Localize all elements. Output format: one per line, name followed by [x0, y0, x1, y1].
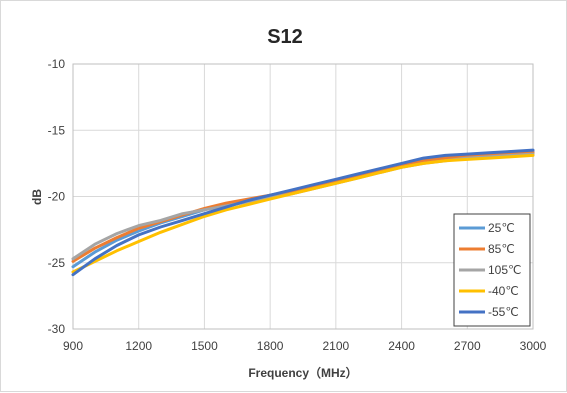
x-tick-label: 1500 [191, 339, 218, 353]
x-tick-label: 3000 [520, 339, 547, 353]
y-tick-label: -10 [48, 57, 66, 71]
legend-label: 85℃ [488, 242, 515, 256]
x-tick-label: 1800 [257, 339, 284, 353]
y-tick-label: -30 [48, 322, 66, 336]
x-tick-label: 2400 [388, 339, 415, 353]
legend-label: -40℃ [488, 284, 519, 298]
y-axis-title: dB [30, 189, 44, 205]
y-tick-label: -15 [48, 123, 66, 137]
x-tick-label: 2700 [454, 339, 481, 353]
legend-label: 25℃ [488, 221, 515, 235]
chart-title: S12 [267, 26, 303, 48]
y-tick-label: -20 [48, 190, 66, 204]
legend: 25℃ 85℃ 105℃ -40℃ -55℃ [454, 214, 530, 326]
legend-label: -55℃ [488, 305, 519, 319]
x-tick-label: 900 [63, 339, 83, 353]
x-tick-label: 1200 [125, 339, 152, 353]
y-tick-label: -25 [48, 256, 66, 270]
x-tick-label: 2100 [323, 339, 350, 353]
legend-label: 105℃ [488, 263, 522, 277]
x-axis-title: Frequency（MHz） [248, 365, 357, 380]
